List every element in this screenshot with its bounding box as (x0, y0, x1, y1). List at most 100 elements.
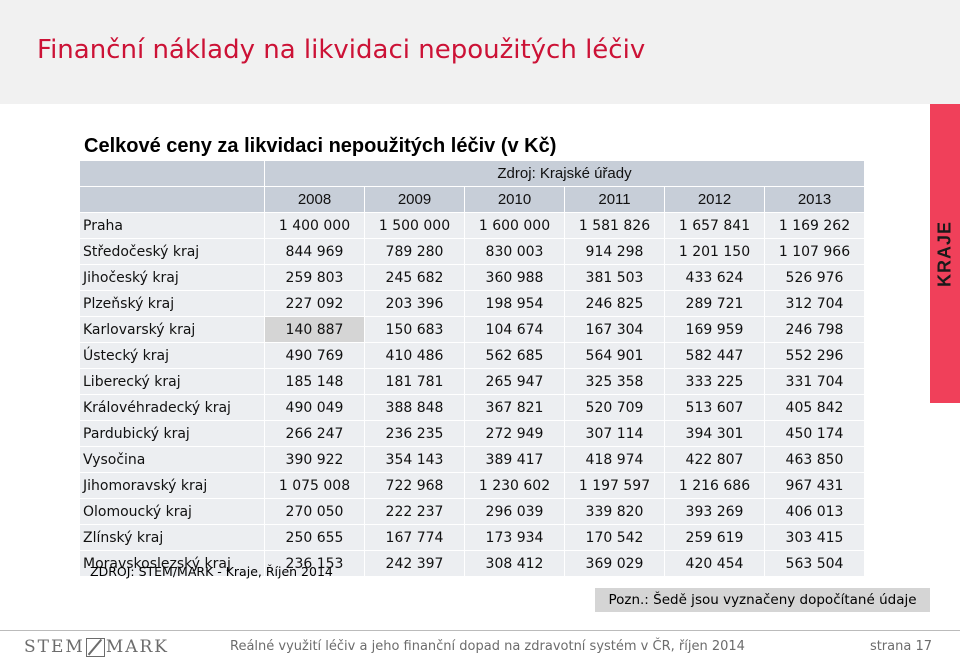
cost-cell: 520 709 (565, 395, 665, 421)
cost-cell: 405 842 (765, 395, 865, 421)
year-header-2010: 2010 (465, 187, 565, 213)
cost-cell: 181 781 (365, 369, 465, 395)
cost-cell: 331 704 (765, 369, 865, 395)
cost-cell: 564 901 (565, 343, 665, 369)
cost-cell: 265 947 (465, 369, 565, 395)
region-name: Praha (80, 213, 265, 239)
cost-cell: 236 235 (365, 421, 465, 447)
table-row: Praha 1 400 000 1 500 000 1 600 000 1 581 82… (80, 213, 865, 239)
table-row: Královéhradecký kraj 490 049 388 848 367 82… (80, 395, 865, 421)
table-row: Středočeský kraj 844 969 789 280 830 003 914… (80, 239, 865, 265)
cost-cell: 270 050 (265, 499, 365, 525)
cost-cell: 242 397 (365, 551, 465, 577)
cost-cell: 418 974 (565, 447, 665, 473)
cost-cell: 246 798 (765, 317, 865, 343)
cost-cell: 369 029 (565, 551, 665, 577)
year-header-2009: 2009 (365, 187, 465, 213)
region-name: Olomoucký kraj (80, 499, 265, 525)
cost-cell: 173 934 (465, 525, 565, 551)
cost-cell: 406 013 (765, 499, 865, 525)
cost-cell: 552 296 (765, 343, 865, 369)
cost-cell: 307 114 (565, 421, 665, 447)
cost-cell: 354 143 (365, 447, 465, 473)
cost-cell: 250 655 (265, 525, 365, 551)
footer-divider (0, 630, 960, 631)
cost-cell: 1 500 000 (365, 213, 465, 239)
table-row: Plzeňský kraj 227 092 203 396 198 954 246 82… (80, 291, 865, 317)
cost-cell: 1 230 602 (465, 473, 565, 499)
region-name: Ústecký kraj (80, 343, 265, 369)
cost-cell: 140 887 (265, 317, 365, 343)
region-name: Jihočeský kraj (80, 265, 265, 291)
logo-left: STEM (24, 637, 85, 657)
table-row: Pardubický kraj 266 247 236 235 272 949 307 … (80, 421, 865, 447)
cost-cell: 360 988 (465, 265, 565, 291)
note-box: Pozn.: Šedě jsou vyznačeny dopočítané úd… (595, 588, 930, 612)
cost-cell: 259 803 (265, 265, 365, 291)
cost-cell: 1 400 000 (265, 213, 365, 239)
cost-cell: 1 201 150 (665, 239, 765, 265)
year-header-2011: 2011 (565, 187, 665, 213)
region-name: Jihomoravský kraj (80, 473, 265, 499)
cost-cell: 410 486 (365, 343, 465, 369)
cost-cell: 513 607 (665, 395, 765, 421)
table-row: Zlínský kraj 250 655 167 774 173 934 170 542… (80, 525, 865, 551)
cost-cell: 526 976 (765, 265, 865, 291)
source-header-spacer (80, 161, 265, 187)
source-header-row: Zdroj: Krajské úřady (80, 161, 865, 187)
cost-cell: 104 674 (465, 317, 565, 343)
region-name: Pardubický kraj (80, 421, 265, 447)
year-header-2008: 2008 (265, 187, 365, 213)
year-header-2012: 2012 (665, 187, 765, 213)
cost-cell: 422 807 (665, 447, 765, 473)
table-row: Liberecký kraj 185 148 181 781 265 947 325 3… (80, 369, 865, 395)
table-title: Celkové ceny za likvidaci nepoužitých lé… (84, 135, 557, 157)
table-row: Jihočeský kraj 259 803 245 682 360 988 381 5… (80, 265, 865, 291)
cost-cell: 388 848 (365, 395, 465, 421)
cost-cell: 150 683 (365, 317, 465, 343)
cost-cell: 333 225 (665, 369, 765, 395)
note-text: Pozn.: Šedě jsou vyznačeny dopočítané úd… (608, 592, 917, 608)
cost-cell: 830 003 (465, 239, 565, 265)
cost-cell: 381 503 (565, 265, 665, 291)
side-tab-kraje: KRAJE (930, 104, 960, 403)
cost-cell: 185 148 (265, 369, 365, 395)
cost-cell: 245 682 (365, 265, 465, 291)
cost-cell: 1 216 686 (665, 473, 765, 499)
cost-cell: 259 619 (665, 525, 765, 551)
cost-cell: 1 107 966 (765, 239, 865, 265)
cost-cell: 296 039 (465, 499, 565, 525)
cost-cell: 325 358 (565, 369, 665, 395)
cost-cell: 914 298 (565, 239, 665, 265)
cost-cell: 1 600 000 (465, 213, 565, 239)
cost-cell: 236 153 (265, 551, 365, 577)
cost-cell: 390 922 (265, 447, 365, 473)
cost-cell: 1 197 597 (565, 473, 665, 499)
cost-cell: 394 301 (665, 421, 765, 447)
cost-cell: 562 685 (465, 343, 565, 369)
region-name: Karlovarský kraj (80, 317, 265, 343)
cost-cell: 169 959 (665, 317, 765, 343)
cost-cell: 203 396 (365, 291, 465, 317)
year-header-row: 2008 2009 2010 2011 2012 2013 (80, 187, 865, 213)
cost-cell: 198 954 (465, 291, 565, 317)
header-band (0, 0, 960, 104)
footer-text: Reálné využití léčiv a jeho finanční dop… (230, 639, 745, 654)
table-row: Ústecký kraj 490 769 410 486 562 685 564 901… (80, 343, 865, 369)
table-row: Olomoucký kraj 270 050 222 237 296 039 339 8… (80, 499, 865, 525)
table-row: Karlovarský kraj 140 887 150 683 104 674 167… (80, 317, 865, 343)
cost-table: Zdroj: Krajské úřady 2008 2009 2010 2011 201… (80, 161, 865, 577)
cost-cell: 967 431 (765, 473, 865, 499)
region-name: Vysočina (80, 447, 265, 473)
cost-cell: 490 769 (265, 343, 365, 369)
cost-cell: 312 704 (765, 291, 865, 317)
cost-cell: 1 075 008 (265, 473, 365, 499)
cost-cell: 789 280 (365, 239, 465, 265)
cost-cell: 389 417 (465, 447, 565, 473)
cost-cell: 367 821 (465, 395, 565, 421)
cost-cell: 582 447 (665, 343, 765, 369)
cost-cell: 563 504 (765, 551, 865, 577)
table-row: Vysočina 390 922 354 143 389 417 418 974 422 … (80, 447, 865, 473)
cost-cell: 289 721 (665, 291, 765, 317)
cost-cell: 1 581 826 (565, 213, 665, 239)
